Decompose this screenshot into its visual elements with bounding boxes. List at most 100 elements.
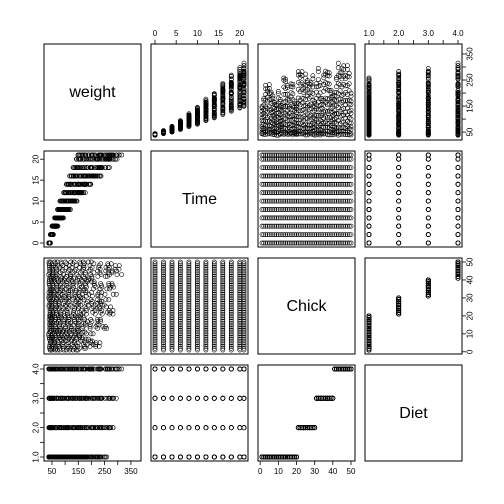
data-point: [366, 121, 372, 127]
data-point: [58, 198, 63, 204]
data-point: [334, 152, 339, 158]
data-point: [284, 181, 290, 187]
data-point: [211, 111, 217, 117]
data-point: [344, 152, 350, 158]
data-point: [343, 190, 348, 196]
data-point: [268, 207, 274, 212]
data-point: [301, 181, 307, 187]
data-point: [288, 215, 294, 221]
data-point: [264, 181, 270, 187]
data-point: [323, 181, 328, 187]
data-point: [161, 128, 166, 134]
data-point: [306, 198, 312, 204]
data-point: [274, 232, 279, 237]
data-point: [396, 108, 402, 114]
data-point: [292, 232, 298, 237]
data-point: [425, 68, 431, 74]
data-point: [346, 173, 352, 179]
data-point: [194, 119, 200, 124]
data-point: [268, 240, 274, 246]
data-point: [290, 232, 296, 237]
data-point: [304, 152, 310, 158]
data-point: [303, 165, 308, 170]
data-point: [310, 173, 316, 179]
data-point: [425, 100, 431, 106]
data-point: [292, 240, 298, 246]
data-point: [220, 102, 226, 107]
data-point: [330, 215, 336, 221]
data-point: [323, 95, 328, 101]
data-point: [455, 165, 461, 170]
data-point: [314, 181, 319, 187]
data-point: [274, 240, 279, 246]
data-point: [237, 93, 243, 99]
data-point: [259, 240, 265, 246]
data-point: [319, 198, 325, 204]
data-point: [301, 165, 307, 170]
data-point: [425, 95, 431, 100]
data-point: [343, 98, 348, 103]
data-point: [317, 232, 323, 237]
data-point: [263, 232, 268, 237]
data-point: [277, 215, 283, 221]
data-point: [294, 240, 299, 246]
data-point: [319, 240, 325, 246]
data-point: [290, 190, 296, 196]
data-point: [335, 215, 341, 221]
data-point: [319, 181, 325, 187]
data-point: [91, 173, 97, 179]
data-point: [177, 124, 183, 130]
data-point: [425, 75, 431, 81]
data-point: [281, 165, 287, 170]
data-point: [284, 198, 290, 204]
data-point: [297, 215, 303, 221]
data-point: [310, 223, 316, 229]
data-point: [152, 132, 158, 138]
data-point: [266, 240, 272, 246]
data-point: [294, 207, 299, 212]
data-point: [317, 165, 323, 170]
data-point: [259, 152, 265, 158]
data-point: [228, 76, 234, 82]
data-point: [49, 232, 55, 237]
scatter-chick-vs-time: [152, 259, 247, 353]
data-point: [332, 215, 338, 221]
data-point: [334, 165, 339, 170]
data-point: [268, 215, 274, 221]
data-point: [177, 118, 183, 124]
data-point: [284, 232, 290, 237]
data-point: [295, 114, 301, 120]
data-point: [366, 152, 372, 158]
data-point: [341, 98, 347, 104]
data-point: [259, 198, 265, 204]
data-point: [169, 126, 175, 132]
data-point: [76, 181, 82, 187]
data-point: [270, 223, 276, 229]
data-point: [288, 152, 294, 158]
data-point: [328, 165, 334, 170]
data-point: [304, 207, 310, 212]
data-point: [332, 152, 338, 158]
data-point: [344, 232, 350, 237]
data-point: [266, 85, 272, 91]
data-point: [319, 232, 325, 237]
data-point: [308, 152, 314, 158]
data-point: [292, 198, 298, 204]
data-point: [341, 190, 347, 196]
data-point: [292, 152, 298, 158]
data-point: [323, 215, 328, 221]
data-point: [71, 181, 77, 187]
data-point: [264, 173, 270, 179]
data-point: [79, 165, 84, 170]
data-point: [270, 215, 276, 221]
data-point: [425, 71, 431, 77]
data-point: [295, 207, 301, 212]
data-point: [274, 207, 279, 212]
data-point: [366, 165, 372, 170]
data-point: [337, 232, 343, 237]
data-point: [343, 223, 348, 229]
data-point: [294, 181, 299, 187]
data-point: [281, 92, 287, 97]
data-point: [263, 240, 268, 246]
data-point: [346, 215, 352, 221]
